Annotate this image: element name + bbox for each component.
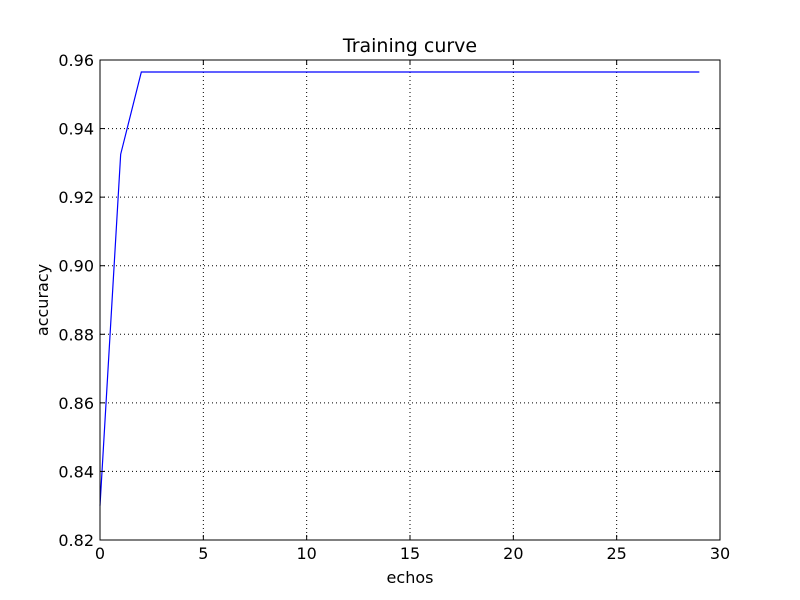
series-layer — [99, 71, 700, 506]
y-tick-label: 0.92 — [58, 188, 94, 207]
y-tick-label: 0.82 — [58, 531, 94, 550]
x-axis-label: echos — [387, 568, 434, 587]
x-tick-label: 0 — [95, 544, 105, 563]
y-tick-label: 0.90 — [58, 257, 94, 276]
x-tick-label: 30 — [710, 544, 730, 563]
x-tick-label: 5 — [198, 544, 208, 563]
chart-title: Training curve — [342, 35, 477, 57]
x-tick-label: 10 — [296, 544, 316, 563]
grid-lines — [100, 60, 720, 540]
accuracy-series-line — [99, 71, 700, 506]
x-tick-label: 20 — [503, 544, 523, 563]
y-tick-label: 0.94 — [58, 120, 94, 139]
x-tick-label: 15 — [400, 544, 420, 563]
y-axis-label: accuracy — [33, 264, 52, 336]
x-tick-label: 25 — [606, 544, 626, 563]
x-tick-labels: 0 5 10 15 20 25 30 — [95, 544, 730, 563]
tick-marks — [99, 59, 721, 541]
y-tick-label: 0.88 — [58, 325, 94, 344]
y-tick-label: 0.84 — [58, 462, 94, 481]
y-tick-label: 0.86 — [58, 394, 94, 413]
y-tick-label: 0.96 — [58, 51, 94, 70]
y-tick-labels: 0.82 0.84 0.86 0.88 0.90 0.92 0.94 0.96 — [58, 51, 94, 550]
